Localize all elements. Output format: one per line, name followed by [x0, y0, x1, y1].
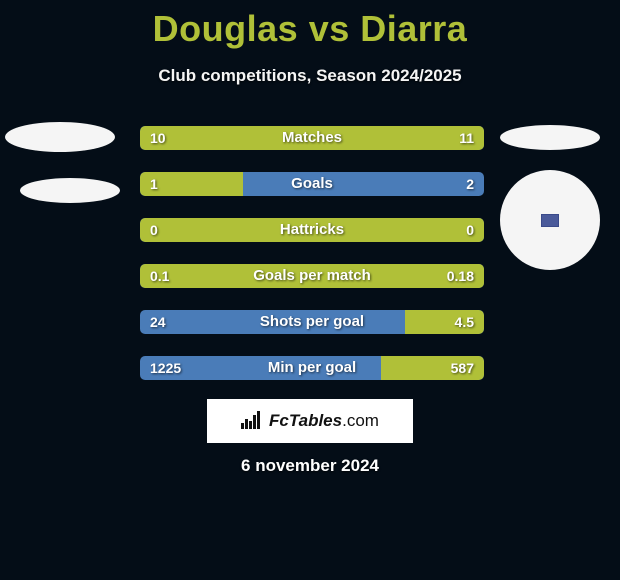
player2-name: Diarra [360, 8, 467, 49]
stat-right-value: 4.5 [455, 310, 474, 334]
club-badge-placeholder-right-1 [500, 125, 600, 150]
stat-right-value: 0 [466, 218, 474, 242]
stat-right-value: 0.18 [447, 264, 474, 288]
stat-row: 1Goals2 [140, 172, 484, 196]
stat-right-value: 2 [466, 172, 474, 196]
club-badge-placeholder-left-2 [20, 178, 120, 203]
club-badge-placeholder-left-1 [5, 122, 115, 152]
stat-label: Matches [140, 126, 484, 150]
subtitle: Club competitions, Season 2024/2025 [0, 66, 620, 86]
stat-row: 24Shots per goal4.5 [140, 310, 484, 334]
stat-row: 1225Min per goal587 [140, 356, 484, 380]
page-title: Douglas vs Diarra [0, 0, 620, 50]
stat-label: Min per goal [140, 356, 484, 380]
bar-chart-icon [241, 411, 263, 434]
stat-label: Shots per goal [140, 310, 484, 334]
date-text: 6 november 2024 [0, 456, 620, 476]
logo-brand: FcTables [269, 411, 342, 430]
stat-label: Goals [140, 172, 484, 196]
stat-right-value: 587 [451, 356, 474, 380]
logo-suffix: .com [342, 411, 379, 430]
comparison-bars: 10Matches11 1Goals2 0Hattricks0 0.1Goals pe… [140, 126, 484, 402]
stat-label: Hattricks [140, 218, 484, 242]
player1-name: Douglas [153, 8, 299, 49]
club-badge-placeholder-right-2 [500, 170, 600, 270]
logo-box: FcTables.com [207, 399, 413, 443]
stat-right-value: 11 [459, 126, 474, 150]
stat-row: 0Hattricks0 [140, 218, 484, 242]
stat-label: Goals per match [140, 264, 484, 288]
vs-text: vs [309, 8, 350, 49]
stat-row: 0.1Goals per match0.18 [140, 264, 484, 288]
logo-text: FcTables.com [269, 411, 379, 431]
stat-row: 10Matches11 [140, 126, 484, 150]
flag-icon [541, 214, 559, 227]
